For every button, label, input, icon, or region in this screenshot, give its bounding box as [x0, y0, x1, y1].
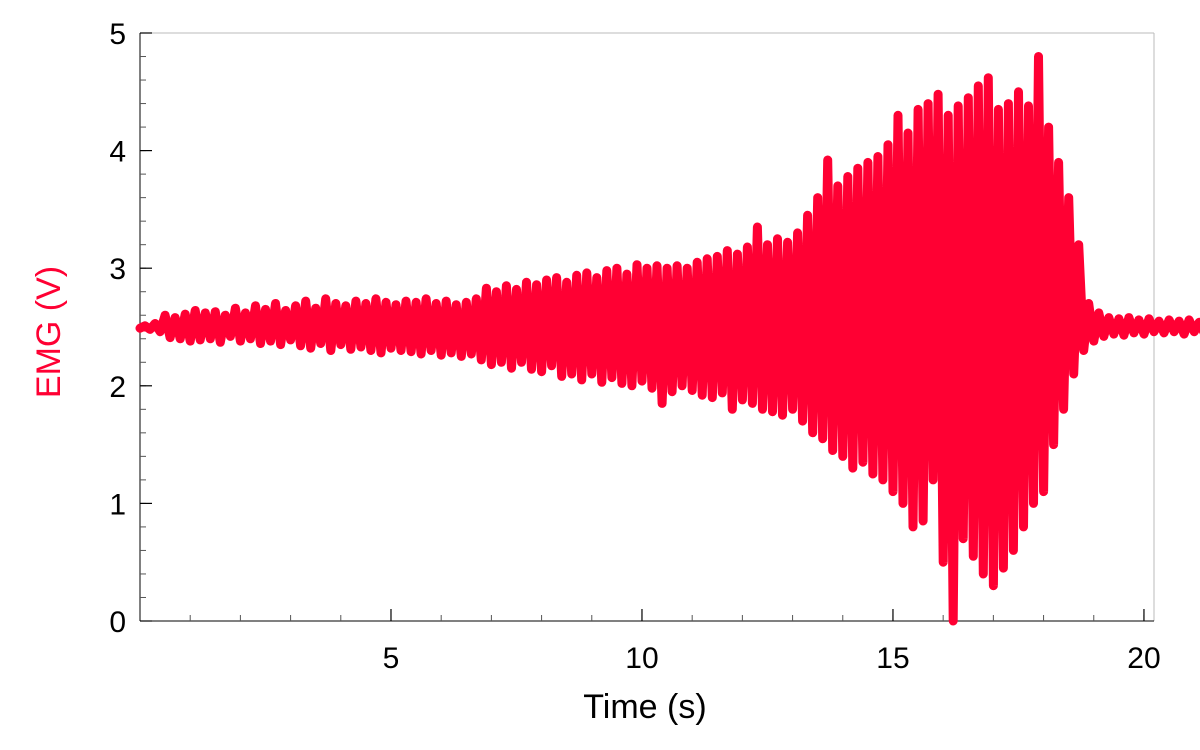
plot-area: [135, 32, 1200, 626]
emg-series-line: [135, 52, 1200, 626]
y-axis: 0 1 2 3 4 5: [109, 18, 152, 639]
y-tick-label: 3: [109, 253, 126, 286]
x-axis-title: Time (s): [583, 688, 706, 726]
y-tick-label: 5: [109, 18, 126, 51]
x-tick-label: 5: [383, 642, 400, 675]
x-axis: 5 10 15 20: [189, 609, 1161, 675]
y-tick-label: 0: [109, 606, 126, 639]
x-tick-label: 15: [876, 642, 909, 675]
y-tick-label: 4: [109, 136, 126, 169]
y-axis-title: EMG (V): [30, 266, 68, 398]
x-tick-label: 10: [625, 642, 658, 675]
y-tick-label: 2: [109, 371, 126, 404]
x-tick-label: 20: [1127, 642, 1160, 675]
y-tick-label: 1: [109, 488, 126, 521]
